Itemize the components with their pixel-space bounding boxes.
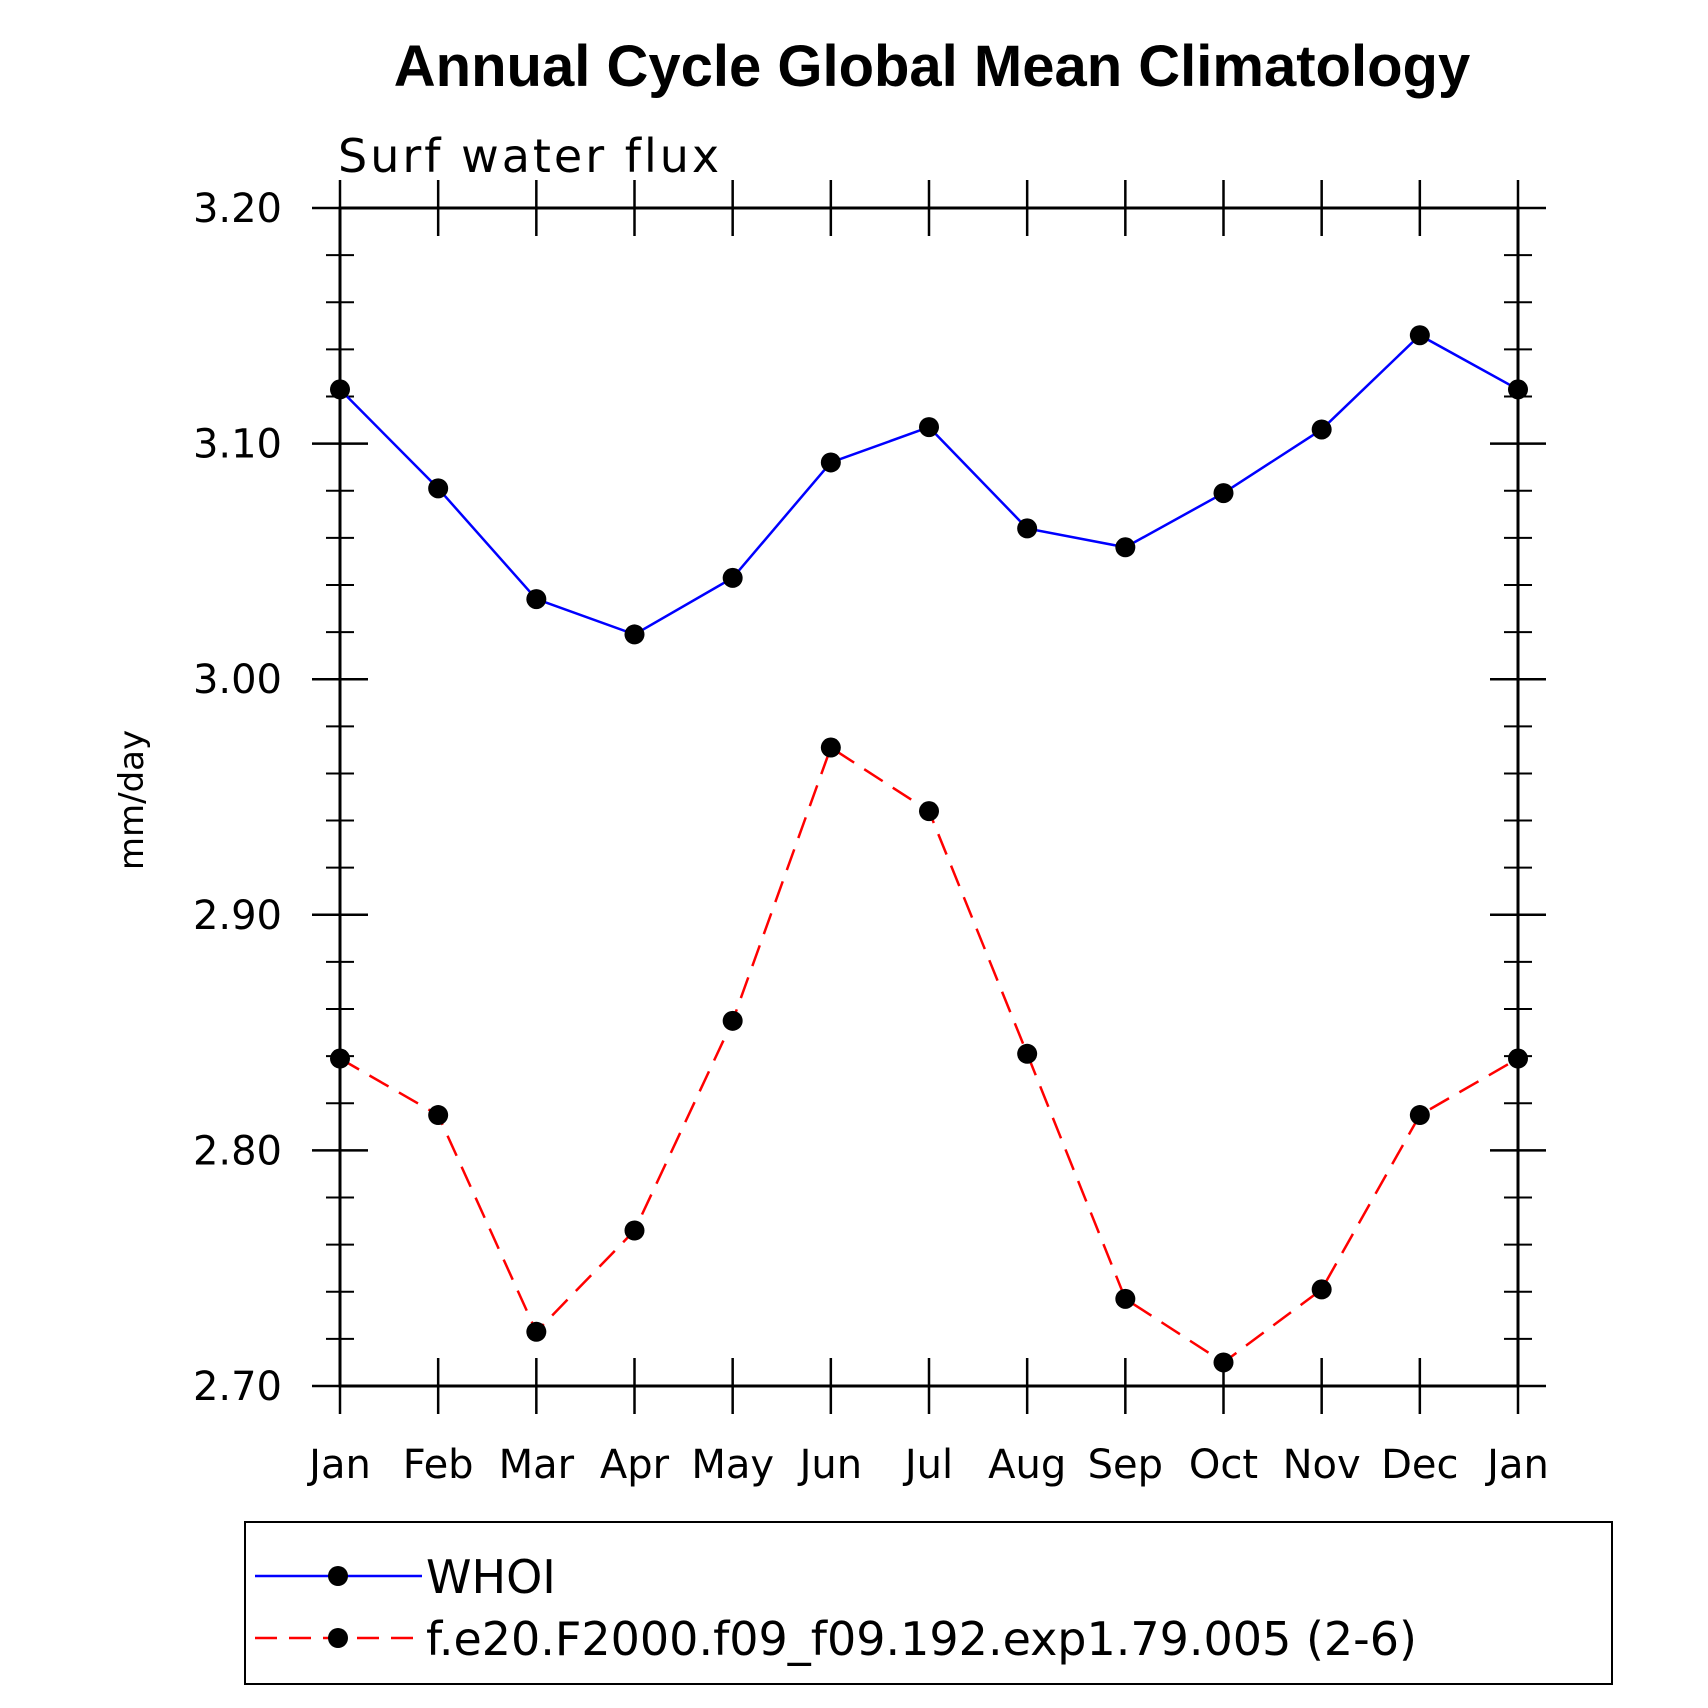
x-tick-label: Jan xyxy=(1484,1442,1549,1488)
legend-item: WHOI xyxy=(255,1550,556,1604)
chart-title: Annual Cycle Global Mean Climatology xyxy=(394,34,1470,99)
series-line xyxy=(339,745,1519,1364)
y-tick-labels: 2.70 2.80 2.90 3.00 3.10 3.20 xyxy=(193,186,282,1410)
x-tick-label: Jun xyxy=(797,1442,863,1488)
y-tick-label: 2.90 xyxy=(193,893,282,939)
data-point xyxy=(526,1321,547,1342)
data-point xyxy=(1017,1043,1038,1064)
y-axis-label: mm/day xyxy=(112,730,152,870)
legend-label: f.e20.F2000.f09_f09.192.exp1.79.005 (2-6… xyxy=(426,1612,1417,1666)
legend-label: WHOI xyxy=(426,1550,556,1604)
data-point xyxy=(820,452,841,473)
data-point xyxy=(1115,1288,1136,1309)
data-point xyxy=(1213,483,1234,504)
data-point xyxy=(919,801,939,822)
x-tick-label: Feb xyxy=(403,1442,474,1488)
data-point xyxy=(1311,1279,1332,1300)
y-tick-label: 2.80 xyxy=(193,1128,282,1174)
legend-box xyxy=(244,1521,1613,1685)
data-point xyxy=(820,737,841,758)
legend-items: WHOI f.e20.F2000.f09_f09.192.exp1.79.005 … xyxy=(255,1550,1417,1666)
x-tick-label: May xyxy=(691,1442,774,1488)
data-point xyxy=(1311,419,1332,440)
data-point xyxy=(526,589,547,610)
series-2 xyxy=(330,737,1528,1373)
data-point xyxy=(722,567,743,588)
data-point xyxy=(428,478,449,499)
data-point xyxy=(722,1010,743,1031)
data-point xyxy=(1409,1105,1430,1126)
series-1 xyxy=(330,325,1528,645)
y-tick-label: 2.70 xyxy=(193,1364,282,1410)
data-point xyxy=(1409,325,1430,346)
data-point xyxy=(624,1220,645,1241)
plot-frame xyxy=(338,206,1520,1388)
y-tick-label: 3.10 xyxy=(193,422,282,468)
series-layer xyxy=(330,325,1528,1373)
x-tick-label: Apr xyxy=(600,1442,670,1488)
data-point xyxy=(624,624,645,645)
legend: WHOI f.e20.F2000.f09_f09.192.exp1.79.005 … xyxy=(244,1521,1613,1685)
x-tick-label: Nov xyxy=(1283,1442,1361,1488)
x-tick-label: Dec xyxy=(1381,1442,1458,1488)
data-point xyxy=(1213,1352,1234,1373)
x-tick-label: Sep xyxy=(1088,1442,1163,1488)
axis-ticks xyxy=(312,180,1546,1414)
legend-swatch-marker xyxy=(328,1566,348,1586)
data-point xyxy=(428,1105,449,1126)
x-tick-label: Jan xyxy=(306,1442,371,1488)
data-point xyxy=(1017,518,1038,539)
series-line xyxy=(339,333,1519,636)
x-tick-labels: Jan Feb Mar Apr May Jun Jul Aug Sep Oct Nov Dec Jan xyxy=(306,1442,1549,1488)
chart-subtitle: Surf water flux xyxy=(338,129,722,183)
x-tick-label: Mar xyxy=(499,1442,575,1488)
x-tick-label: Jul xyxy=(902,1442,953,1488)
legend-item: f.e20.F2000.f09_f09.192.exp1.79.005 (2-6… xyxy=(255,1612,1417,1666)
y-tick-label: 3.00 xyxy=(193,657,282,703)
data-point xyxy=(919,417,939,438)
x-tick-label: Oct xyxy=(1189,1442,1258,1488)
x-tick-label: Aug xyxy=(988,1442,1066,1488)
data-point xyxy=(1115,537,1136,558)
legend-swatch-marker xyxy=(328,1628,348,1648)
y-tick-label: 3.20 xyxy=(193,186,282,232)
